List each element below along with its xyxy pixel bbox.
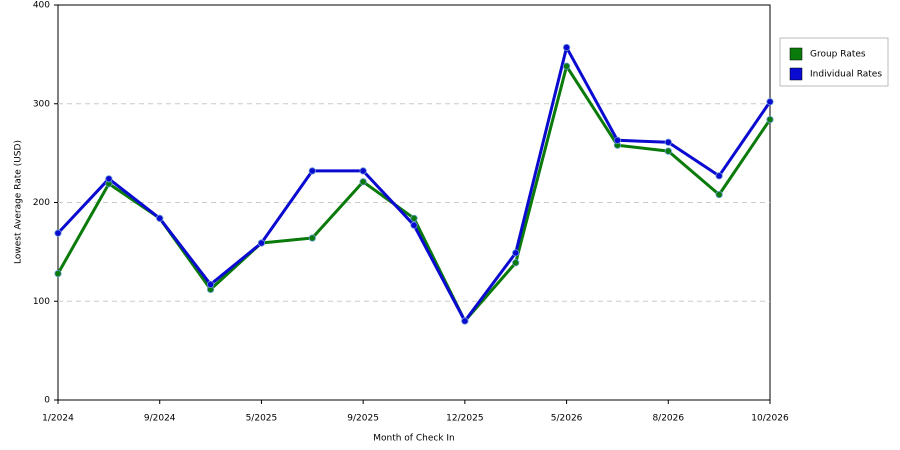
data-point	[206, 280, 215, 289]
x-tick-label: 5/2025	[246, 414, 278, 424]
data-point	[359, 167, 367, 175]
data-point	[613, 136, 622, 144]
data-point	[512, 259, 520, 267]
legend-swatch	[789, 67, 803, 81]
data-point	[308, 234, 316, 242]
data-point	[105, 175, 113, 183]
y-tick-label: 100	[33, 297, 50, 307]
data-point	[410, 214, 418, 222]
x-tick-label: 5/2026	[551, 414, 583, 424]
x-tick-label: 12/2025	[446, 414, 483, 424]
data-point	[664, 147, 672, 155]
x-axis-label: Month of Check In	[373, 434, 455, 444]
x-tick-label: 1/2024	[42, 414, 74, 424]
data-point	[156, 214, 164, 222]
data-point	[715, 191, 723, 199]
data-point	[664, 138, 672, 146]
y-tick-label: 200	[33, 198, 50, 208]
data-point	[562, 43, 571, 52]
data-point	[257, 239, 266, 247]
data-point	[766, 98, 774, 106]
y-tick-label: 0	[44, 396, 50, 406]
data-point	[410, 221, 418, 229]
y-axis-label: Lowest Average Rate (USD)	[14, 140, 24, 264]
data-point	[54, 229, 62, 237]
data-point	[766, 115, 774, 124]
y-tick-label: 300	[33, 99, 50, 109]
data-point	[562, 62, 571, 70]
data-point	[359, 178, 367, 186]
data-point	[715, 172, 723, 180]
legend-label: Group Rates	[810, 50, 866, 60]
legend-label: Individual Rates	[810, 70, 882, 80]
data-point	[54, 269, 62, 278]
data-point	[308, 167, 316, 175]
legend-swatch	[789, 47, 803, 61]
data-point	[512, 249, 520, 257]
x-tick-label: 9/2025	[347, 414, 379, 424]
x-tick-label: 8/2026	[652, 414, 684, 424]
data-point	[461, 317, 469, 325]
y-tick-label: 400	[33, 1, 50, 11]
x-tick-label: 9/2024	[144, 414, 176, 424]
x-tick-label: 10/2026	[751, 414, 789, 424]
